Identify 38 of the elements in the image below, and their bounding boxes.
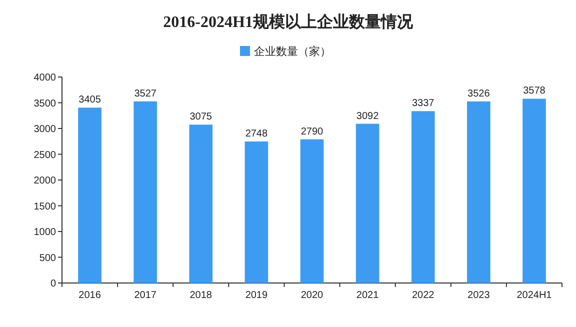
bar — [411, 111, 435, 283]
y-tick-label: 2000 — [34, 176, 56, 186]
data-label: 3578 — [523, 86, 546, 97]
data-label: 3092 — [356, 110, 380, 122]
y-tick-label: 2500 — [34, 150, 56, 161]
y-tick-label: 1500 — [34, 201, 56, 212]
bar — [467, 101, 490, 283]
y-tick-label: 0 — [50, 278, 56, 290]
bar — [78, 108, 102, 283]
x-tick-label: 2020 — [300, 290, 324, 301]
data-label: 2790 — [300, 126, 324, 138]
bar — [356, 124, 380, 283]
x-tick-label: 2024H1 — [516, 290, 552, 301]
x-tick-label: 2018 — [190, 290, 212, 301]
x-tick-label: 2019 — [245, 290, 268, 301]
x-tick-label: 2023 — [468, 290, 490, 301]
y-tick-label: 4000 — [34, 72, 56, 84]
y-tick-label: 500 — [39, 252, 56, 264]
data-label: 2748 — [245, 128, 268, 140]
x-tick-label: 2017 — [134, 290, 157, 301]
data-label: 3527 — [134, 88, 157, 100]
data-label: 3526 — [468, 88, 490, 100]
chart-title: 2016-2024H1规模以上企业数量情况 — [163, 13, 414, 31]
x-tick-label: 2016 — [78, 290, 102, 301]
y-tick-label: 3500 — [34, 98, 56, 110]
bar — [189, 124, 213, 283]
data-label: 3337 — [412, 98, 435, 110]
y-tick-label: 1000 — [34, 227, 56, 238]
x-tick-label: 2022 — [412, 290, 435, 301]
bar — [244, 141, 268, 283]
bar — [300, 139, 324, 283]
x-tick-label: 2021 — [356, 290, 380, 301]
y-tick-label: 3000 — [34, 124, 56, 135]
bar — [522, 98, 546, 283]
data-label: 3405 — [78, 94, 102, 106]
legend-label: 企业数量（家） — [254, 45, 331, 58]
bar — [134, 101, 157, 283]
data-label: 3075 — [190, 112, 212, 123]
